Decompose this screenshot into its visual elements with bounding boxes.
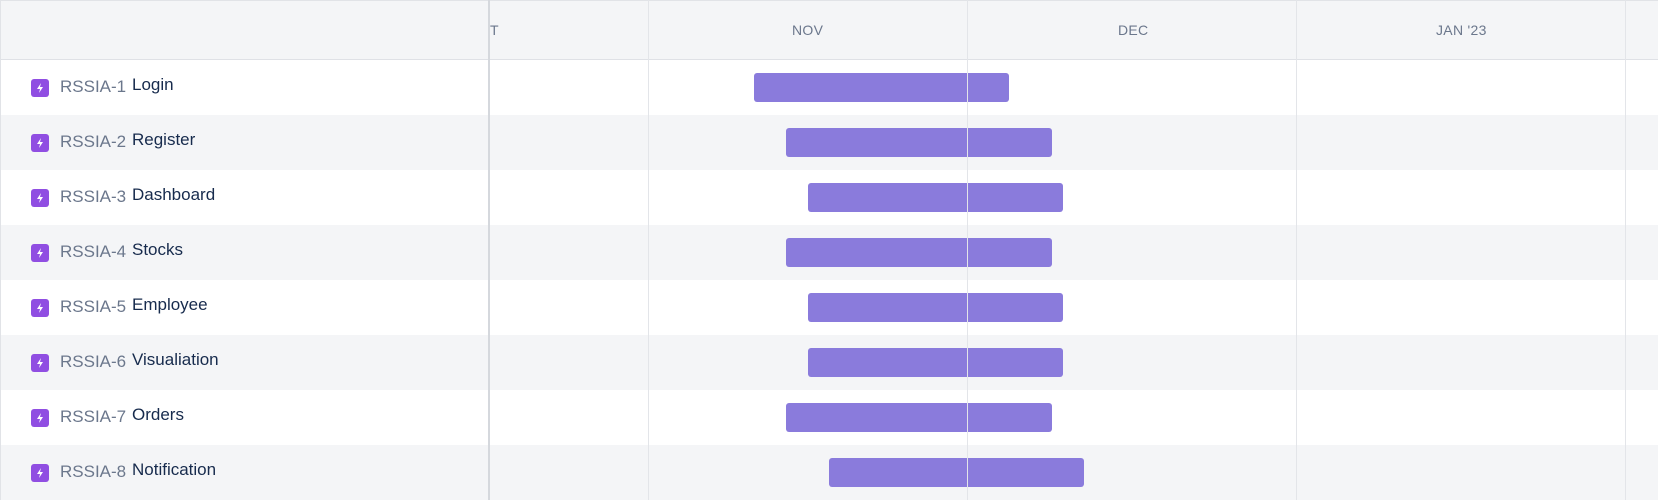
- issue-row[interactable]: RSSIA-3 Dashboard: [0, 170, 1658, 225]
- month-gridline: [1625, 0, 1626, 500]
- issue-key[interactable]: RSSIA-5: [60, 297, 127, 316]
- month-gridline: [967, 0, 968, 500]
- timeline-bar[interactable]: [754, 73, 1009, 102]
- timeline-bar[interactable]: [786, 403, 1052, 432]
- issue-title[interactable]: Register: [132, 130, 196, 149]
- issue-title[interactable]: Dashboard: [132, 185, 216, 204]
- issue-title[interactable]: Login: [132, 75, 174, 94]
- issue-key[interactable]: RSSIA-7: [60, 407, 127, 426]
- bolt-icon: [31, 299, 49, 317]
- issue-key[interactable]: RSSIA-2: [60, 132, 127, 151]
- month-gridline: [648, 0, 649, 500]
- issue-row[interactable]: RSSIA-6 Visualiation: [0, 335, 1658, 390]
- issue-row[interactable]: RSSIA-5 Employee: [0, 280, 1658, 335]
- issue-row[interactable]: RSSIA-2 Register: [0, 115, 1658, 170]
- bolt-icon: [31, 189, 49, 207]
- issue-title[interactable]: Stocks: [132, 240, 184, 259]
- left-border: [0, 0, 1, 500]
- bolt-icon: [31, 354, 49, 372]
- timeline-bar[interactable]: [829, 458, 1084, 487]
- timeline-bar[interactable]: [808, 348, 1063, 377]
- timeline-bar[interactable]: [786, 238, 1052, 267]
- issue-title[interactable]: Orders: [132, 405, 184, 424]
- bolt-icon: [31, 464, 49, 482]
- month-label-dec: DEC: [1118, 22, 1149, 38]
- timeline-header: T NOV DEC JAN '23: [0, 0, 1658, 60]
- bolt-icon: [31, 409, 49, 427]
- month-label-jan: JAN '23: [1436, 22, 1487, 38]
- issue-key[interactable]: RSSIA-6: [60, 352, 127, 371]
- issue-title[interactable]: Employee: [132, 295, 208, 314]
- issue-key[interactable]: RSSIA-4: [60, 242, 127, 261]
- issue-rows: RSSIA-1 Login RSSIA-2 Register RSSIA-3 D…: [0, 60, 1658, 500]
- month-gridline: [1296, 0, 1297, 500]
- bolt-icon: [31, 79, 49, 97]
- issue-title[interactable]: Notification: [132, 460, 217, 479]
- bolt-icon: [31, 134, 49, 152]
- issue-row[interactable]: RSSIA-1 Login: [0, 60, 1658, 115]
- issue-key[interactable]: RSSIA-1: [60, 77, 127, 96]
- issue-row[interactable]: RSSIA-4 Stocks: [0, 225, 1658, 280]
- issue-key[interactable]: RSSIA-3: [60, 187, 127, 206]
- issue-row[interactable]: RSSIA-8 Notification: [0, 445, 1658, 500]
- timeline-bar[interactable]: [808, 183, 1063, 212]
- month-label-oct: T: [490, 22, 499, 38]
- month-label-nov: NOV: [792, 22, 824, 38]
- timeline-bar[interactable]: [808, 293, 1063, 322]
- issue-row[interactable]: RSSIA-7 Orders: [0, 390, 1658, 445]
- issue-column-header: [0, 1, 488, 60]
- bolt-icon: [31, 244, 49, 262]
- issue-title[interactable]: Visualiation: [132, 350, 219, 369]
- issue-key[interactable]: RSSIA-8: [60, 462, 127, 481]
- panel-divider[interactable]: [488, 0, 490, 500]
- timeline-bar[interactable]: [786, 128, 1052, 157]
